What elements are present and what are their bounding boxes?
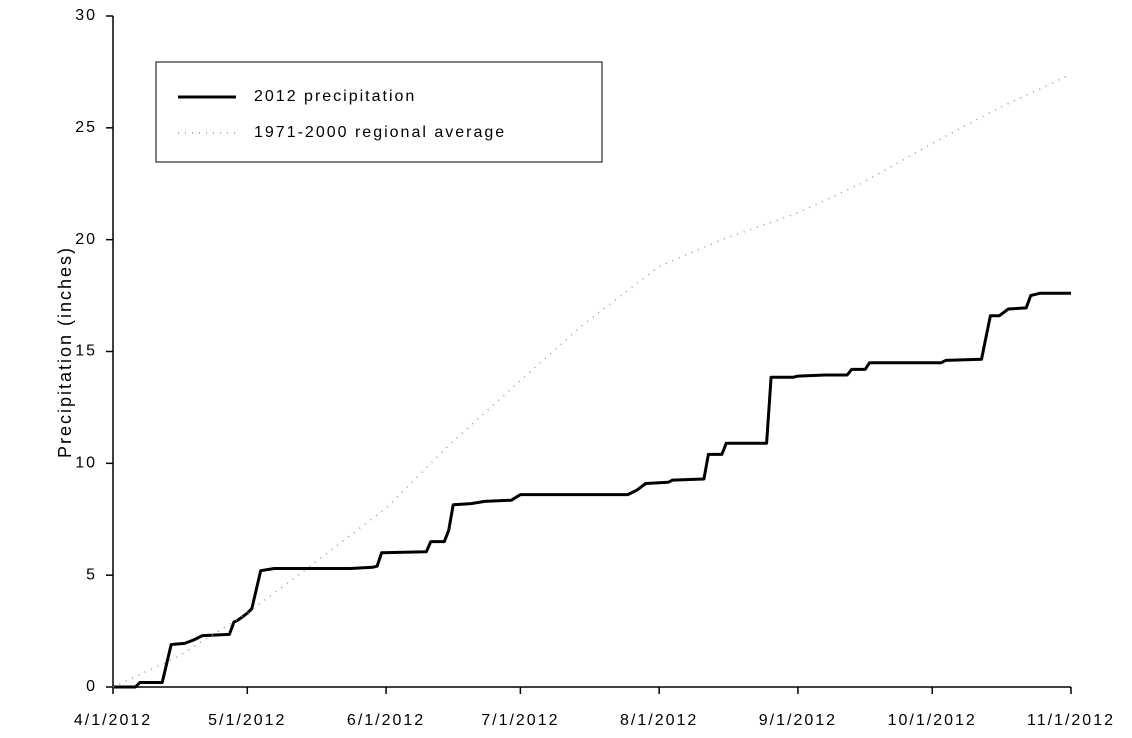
y-tick-label: 5 — [86, 566, 97, 583]
y-tick-label: 10 — [75, 455, 97, 472]
y-tick-label: 15 — [75, 343, 97, 360]
x-tick-label: 9/1/2012 — [759, 712, 837, 729]
x-tick-label: 10/1/2012 — [888, 712, 977, 729]
x-tick-label: 4/1/2012 — [74, 712, 152, 729]
y-tick-label: 25 — [75, 119, 97, 136]
y-tick-label: 20 — [75, 231, 97, 248]
y-tick-label: 0 — [86, 678, 97, 695]
legend-label: 2012 precipitation — [254, 88, 416, 105]
x-tick-label: 8/1/2012 — [620, 712, 698, 729]
x-tick-label: 7/1/2012 — [481, 712, 559, 729]
series-line — [113, 291, 1071, 689]
x-tick-label: 5/1/2012 — [208, 712, 286, 729]
x-tick-label: 6/1/2012 — [347, 712, 425, 729]
legend-label: 1971-2000 regional average — [254, 124, 506, 141]
series-line — [112, 73, 1072, 688]
x-tick-label: 11/1/2012 — [1027, 712, 1115, 729]
y-axis-label: Precipitation (inches) — [55, 246, 75, 458]
y-tick-label: 30 — [75, 7, 97, 24]
legend-box — [155, 61, 603, 163]
